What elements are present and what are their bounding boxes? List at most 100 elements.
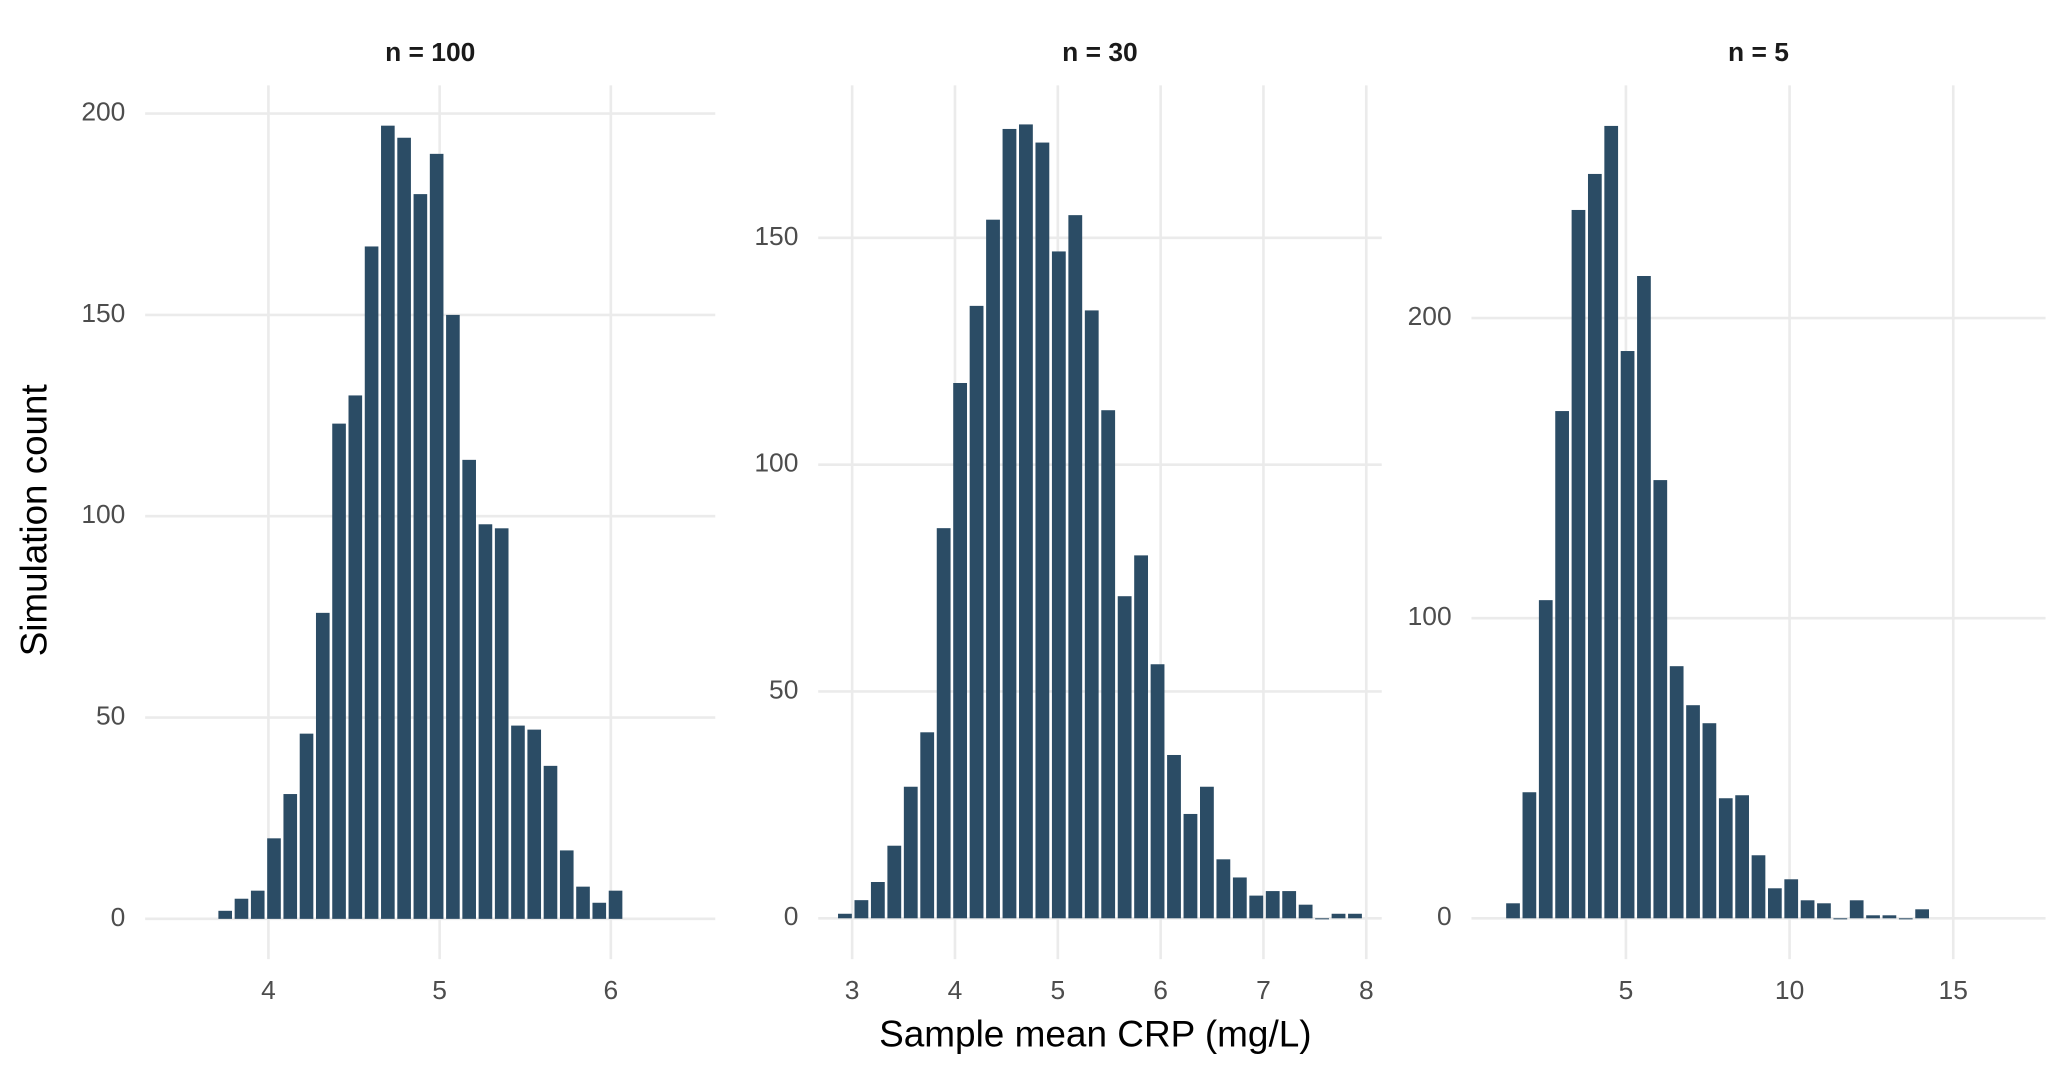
- bar: [1637, 275, 1651, 919]
- bar: [381, 125, 395, 919]
- bar: [218, 910, 233, 919]
- x-tick-label: 15: [1939, 975, 1968, 1005]
- bar: [592, 902, 607, 919]
- bar: [1833, 918, 1848, 920]
- panel: n = 100 0 50 100 150 200 4 5 6: [81, 37, 716, 1005]
- bar: [1702, 723, 1717, 919]
- bar: [1134, 555, 1149, 919]
- y-tick-label: 150: [754, 221, 798, 251]
- bar: [267, 838, 281, 919]
- bar: [494, 528, 509, 919]
- x-axis-title: Sample mean CRP (mg/L): [879, 1013, 1312, 1054]
- bar: [969, 305, 984, 919]
- x-tick-label: 8: [1359, 975, 1374, 1005]
- x-tick-label: 3: [845, 975, 860, 1005]
- bar: [1718, 798, 1733, 919]
- panel: n = 30 0 50 100 150 3 4 5 6 7 8: [754, 37, 1382, 1005]
- bar: [1101, 410, 1116, 919]
- bar: [299, 733, 314, 919]
- bar: [1669, 666, 1684, 919]
- bar: [1849, 900, 1864, 919]
- bar: [1866, 915, 1880, 919]
- panel-title: n = 5: [1728, 37, 1789, 67]
- bar: [903, 786, 918, 919]
- bar: [1002, 128, 1017, 919]
- bar: [1882, 915, 1897, 919]
- bar: [1915, 909, 1929, 919]
- bar: [315, 612, 330, 919]
- bar: [1751, 855, 1766, 919]
- bar: [1767, 888, 1782, 919]
- bar: [887, 845, 902, 919]
- y-tick-label: 150: [81, 298, 125, 328]
- bar: [1817, 903, 1831, 919]
- bar: [234, 898, 249, 919]
- x-tick-label: 4: [261, 975, 276, 1005]
- bar: [1282, 891, 1297, 919]
- bar: [1571, 209, 1586, 919]
- bar: [348, 395, 363, 919]
- bar: [1800, 900, 1815, 919]
- bar: [1051, 251, 1066, 919]
- bar: [576, 886, 590, 919]
- bar: [1150, 664, 1165, 919]
- bar: [1555, 411, 1569, 919]
- bar: [1084, 310, 1099, 919]
- bar: [1784, 879, 1799, 919]
- bar: [986, 219, 1000, 919]
- bar: [838, 913, 852, 919]
- bar: [527, 729, 542, 919]
- bar: [462, 459, 476, 919]
- panel: n = 5 0 100 200 5 10 15: [1408, 37, 2046, 1005]
- bar: [1265, 891, 1280, 919]
- bar: [446, 314, 460, 919]
- bar: [1035, 142, 1050, 919]
- bar: [1538, 600, 1553, 919]
- bar: [1587, 173, 1602, 919]
- bar: [1068, 215, 1083, 919]
- y-tick-label: 0: [784, 901, 799, 931]
- bar: [870, 882, 885, 919]
- panel-title: n = 30: [1062, 37, 1138, 67]
- y-tick-label: 100: [754, 448, 798, 478]
- bar: [1298, 904, 1313, 919]
- bar: [920, 732, 935, 919]
- y-axis-title: Simulation count: [14, 384, 55, 656]
- bar: [1735, 795, 1749, 919]
- bar: [1620, 351, 1635, 919]
- y-tick-label: 50: [769, 674, 798, 704]
- bar: [1522, 792, 1537, 919]
- bar: [1200, 786, 1214, 919]
- bar: [397, 137, 411, 919]
- bar: [1216, 859, 1231, 919]
- bar: [1232, 877, 1247, 919]
- y-tick-label: 200: [81, 97, 125, 127]
- bar: [332, 423, 346, 919]
- bar: [1898, 918, 1913, 920]
- y-tick-label: 0: [1437, 901, 1452, 931]
- bar: [1348, 913, 1362, 919]
- bar: [413, 194, 428, 919]
- bar: [250, 890, 265, 919]
- bar: [1117, 596, 1132, 919]
- bar: [511, 725, 525, 919]
- bar: [936, 528, 951, 919]
- bar: [283, 794, 298, 919]
- bar: [1506, 903, 1520, 919]
- bar: [1331, 913, 1346, 919]
- bar: [1604, 125, 1619, 919]
- bar: [1315, 918, 1329, 920]
- x-tick-label: 5: [1619, 975, 1634, 1005]
- x-tick-label: 6: [1153, 975, 1168, 1005]
- bar: [1653, 480, 1668, 919]
- y-tick-label: 0: [111, 902, 126, 932]
- x-tick-label: 5: [1050, 975, 1065, 1005]
- bar: [478, 524, 493, 919]
- bar: [854, 900, 869, 919]
- y-tick-label: 100: [81, 499, 125, 529]
- bar: [608, 890, 623, 919]
- bar: [364, 246, 379, 919]
- y-tick-label: 50: [96, 701, 125, 731]
